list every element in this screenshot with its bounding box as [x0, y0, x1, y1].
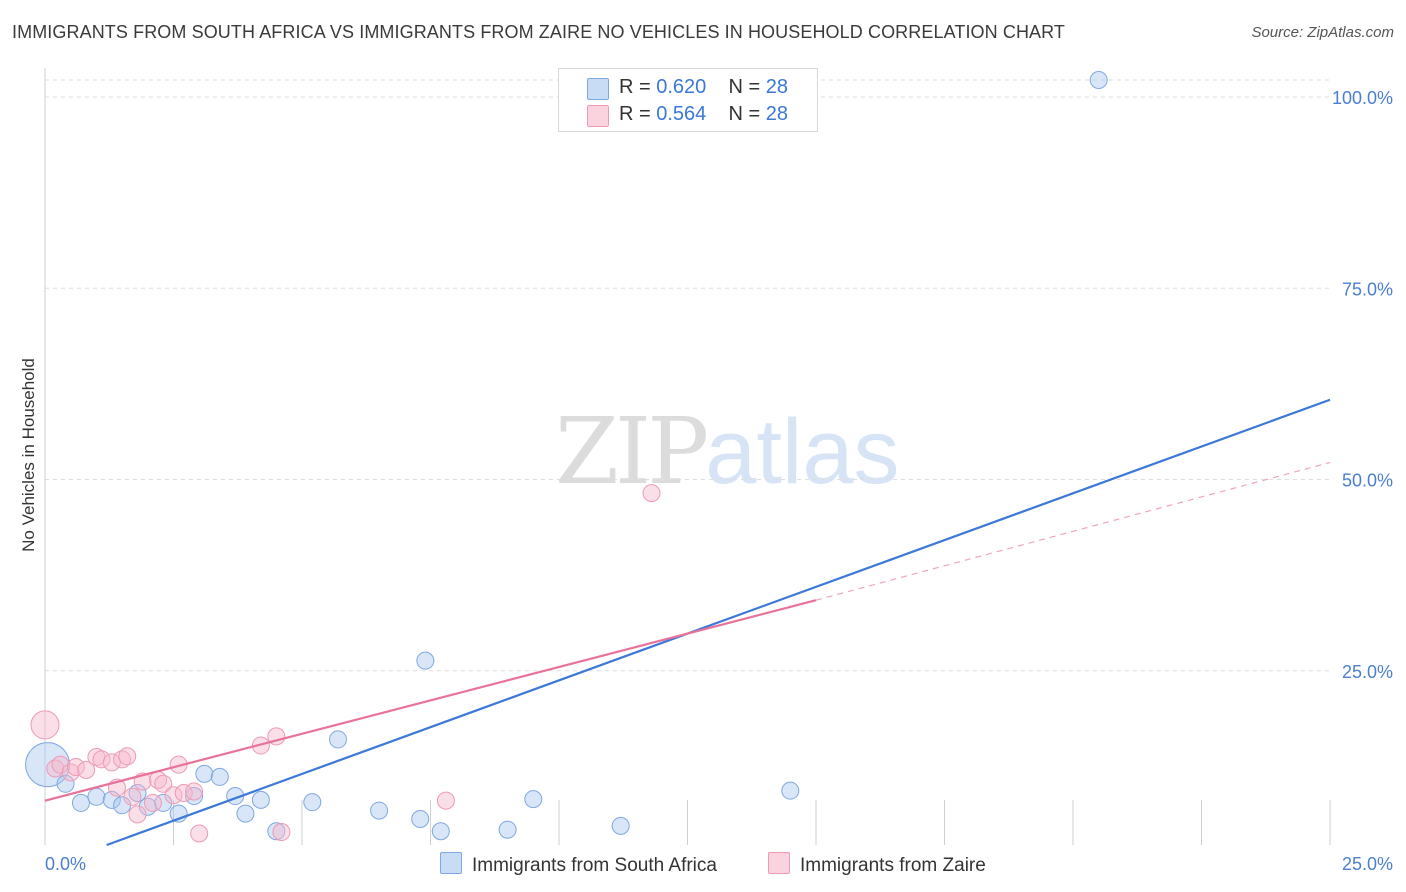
data-point-south-africa — [154, 793, 173, 812]
legend-r-label: R = — [619, 76, 657, 98]
bottom-legend-swatch-pink — [768, 852, 790, 874]
chart-title: IMMIGRANTS FROM SOUTH AFRICA VS IMMIGRAN… — [12, 22, 1066, 42]
trend-line-extension-zaire — [815, 461, 1331, 601]
data-point-south-africa — [195, 764, 214, 783]
data-point-south-africa — [87, 787, 106, 806]
data-point-south-africa — [185, 787, 204, 806]
data-point-south-africa — [370, 801, 389, 820]
bottom-legend-zaire: Immigrants from Zaire — [768, 852, 986, 877]
trend-line-south-africa — [106, 398, 1331, 847]
data-point-south-africa — [56, 774, 75, 793]
x-tick-label: 0.0% — [45, 854, 86, 874]
data-point-south-africa — [236, 804, 255, 823]
bottom-legend-label: Immigrants from Zaire — [800, 855, 986, 876]
data-point-south-africa — [303, 793, 322, 812]
legend-n-value: 28 — [765, 103, 789, 125]
legend-swatch-blue — [587, 78, 609, 100]
data-point-south-africa — [411, 809, 430, 828]
data-point-zaire — [272, 822, 291, 841]
data-point-zaire — [92, 750, 111, 769]
bottom-legend-swatch-blue — [440, 852, 462, 874]
legend-r-value: 0.620 — [656, 76, 707, 98]
data-point-zaire — [30, 710, 60, 740]
legend-n-label: N = — [728, 103, 766, 125]
watermark: ZIPatlas — [555, 398, 900, 505]
data-point-zaire — [185, 782, 204, 801]
watermark-zip: ZIP — [555, 398, 709, 505]
data-point-zaire — [77, 761, 96, 780]
legend-n-value: 28 — [765, 76, 789, 98]
data-point-zaire — [113, 750, 132, 769]
data-point-south-africa — [210, 767, 229, 786]
legend: R = 0.620 N = 28 R = 0.564 N = 28 — [558, 68, 818, 132]
y-tick-label: 50.0% — [1342, 471, 1393, 491]
legend-r-label: R = — [619, 103, 657, 125]
data-point-zaire — [128, 805, 147, 824]
bottom-legend-south-africa: Immigrants from South Africa — [440, 852, 717, 877]
legend-n-label: N = — [728, 76, 766, 98]
bottom-legend-label: Immigrants from South Africa — [472, 855, 717, 876]
data-point-zaire — [61, 763, 80, 782]
data-point-south-africa — [71, 793, 90, 812]
data-point-south-africa — [416, 651, 435, 670]
watermark-atlas: atlas — [705, 401, 900, 503]
legend-r-value: 0.564 — [656, 103, 707, 125]
data-point-zaire — [143, 793, 162, 812]
data-point-south-africa — [781, 781, 800, 800]
data-point-south-africa — [431, 822, 450, 841]
data-point-south-africa — [251, 790, 270, 809]
data-point-zaire — [118, 747, 137, 766]
data-point-south-africa — [267, 822, 286, 841]
data-point-zaire — [123, 787, 142, 806]
data-point-south-africa — [328, 730, 347, 749]
data-point-zaire — [154, 774, 173, 793]
data-point-zaire — [51, 755, 70, 774]
trend-line-zaire — [44, 599, 817, 802]
data-point-zaire — [190, 824, 209, 843]
data-point-zaire — [436, 791, 455, 810]
y-tick-label: 75.0% — [1342, 279, 1393, 299]
y-tick-label: 25.0% — [1342, 662, 1393, 682]
y-tick-label: 100.0% — [1332, 88, 1393, 108]
data-point-south-africa — [1089, 71, 1108, 89]
legend-swatch-pink — [587, 105, 609, 127]
data-point-zaire — [102, 753, 121, 772]
data-point-zaire — [66, 757, 85, 776]
y-axis-label: No Vehicles in Household — [19, 358, 38, 552]
source-label: Source: ZipAtlas.com — [1251, 24, 1394, 41]
data-point-south-africa — [611, 816, 630, 835]
data-point-south-africa — [524, 790, 543, 809]
data-point-south-africa — [498, 820, 517, 839]
x-tick-label: 25.0% — [1342, 854, 1393, 874]
data-point-zaire — [642, 484, 661, 503]
